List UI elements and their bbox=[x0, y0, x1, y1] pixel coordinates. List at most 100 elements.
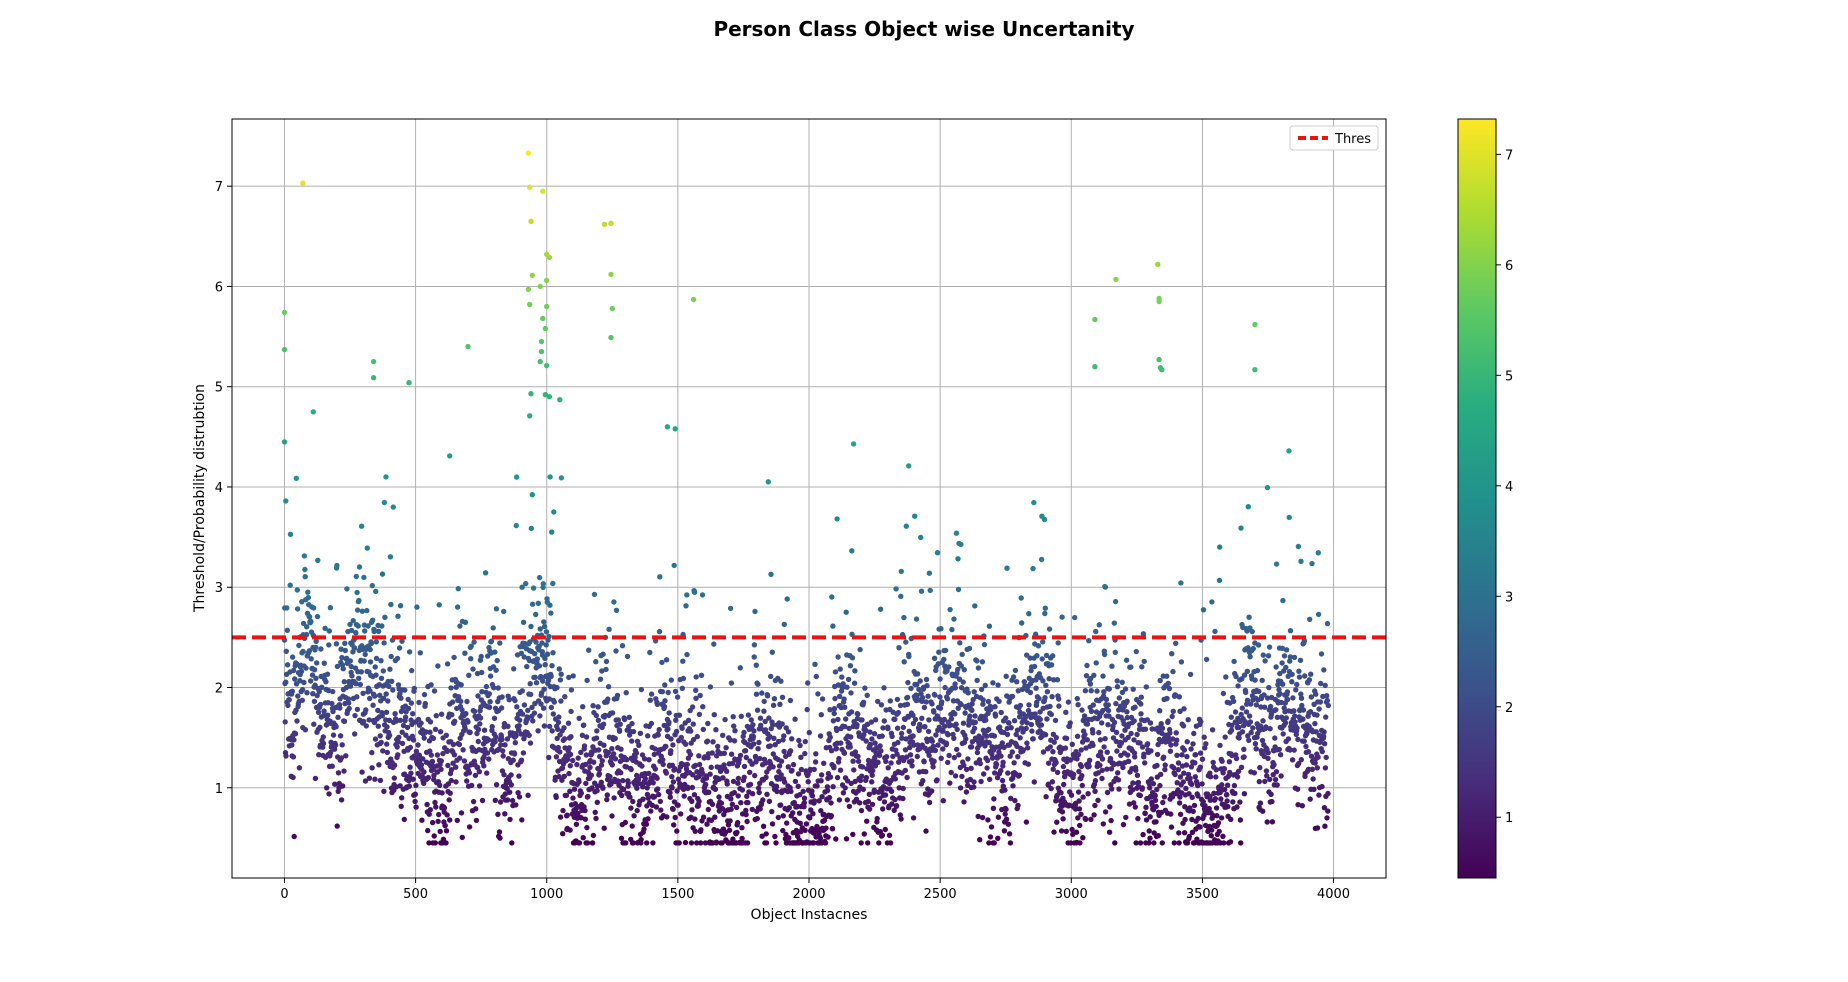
data-point bbox=[680, 658, 686, 664]
data-point bbox=[1305, 766, 1312, 772]
data-point bbox=[881, 718, 887, 724]
data-point bbox=[1237, 817, 1244, 823]
data-point bbox=[839, 674, 845, 680]
data-point bbox=[727, 605, 734, 612]
data-point bbox=[915, 742, 921, 748]
data-point bbox=[707, 684, 714, 690]
data-point bbox=[1131, 800, 1137, 806]
data-point bbox=[972, 603, 978, 609]
data-point bbox=[1146, 828, 1152, 834]
data-point bbox=[924, 736, 930, 742]
data-point bbox=[845, 739, 851, 746]
data-point bbox=[1238, 764, 1245, 770]
data-point bbox=[397, 717, 404, 723]
data-point bbox=[551, 509, 557, 515]
data-point bbox=[971, 689, 977, 695]
data-point bbox=[730, 836, 736, 842]
data-point bbox=[859, 717, 865, 723]
data-point bbox=[557, 397, 563, 403]
data-point bbox=[952, 685, 958, 691]
data-point bbox=[525, 792, 531, 798]
data-point bbox=[956, 676, 963, 682]
data-point bbox=[683, 766, 690, 772]
data-point bbox=[928, 699, 934, 705]
data-point bbox=[653, 696, 659, 702]
data-point bbox=[655, 786, 661, 792]
data-point bbox=[671, 822, 677, 828]
data-point bbox=[367, 659, 374, 665]
data-point bbox=[492, 649, 498, 655]
data-point bbox=[838, 740, 844, 746]
data-point bbox=[631, 813, 637, 819]
data-point bbox=[595, 717, 602, 723]
data-point bbox=[450, 760, 456, 766]
data-point bbox=[427, 729, 433, 735]
data-point bbox=[281, 439, 288, 445]
data-point bbox=[1042, 605, 1049, 611]
data-point bbox=[706, 817, 712, 823]
data-point bbox=[555, 744, 561, 751]
data-point bbox=[486, 756, 492, 762]
data-point bbox=[425, 774, 432, 781]
data-point bbox=[887, 706, 893, 713]
data-point bbox=[1049, 756, 1055, 762]
data-point bbox=[1064, 769, 1071, 775]
data-point bbox=[840, 790, 847, 796]
data-point bbox=[865, 798, 871, 805]
data-point bbox=[364, 668, 370, 675]
data-point bbox=[379, 710, 385, 716]
data-point bbox=[481, 735, 487, 741]
data-point bbox=[1265, 653, 1272, 659]
data-point bbox=[760, 797, 766, 803]
data-point bbox=[593, 735, 600, 741]
data-point bbox=[1089, 740, 1095, 746]
data-point bbox=[367, 695, 373, 702]
data-point bbox=[826, 812, 832, 818]
data-point bbox=[954, 726, 960, 733]
data-point bbox=[908, 685, 914, 692]
data-point bbox=[300, 620, 307, 627]
data-point bbox=[707, 839, 713, 845]
data-point bbox=[508, 772, 514, 778]
data-point bbox=[518, 650, 524, 656]
data-point bbox=[573, 821, 580, 827]
data-point bbox=[1102, 736, 1108, 742]
data-point bbox=[1054, 819, 1060, 825]
data-point bbox=[542, 392, 549, 398]
data-point bbox=[584, 824, 590, 831]
data-point bbox=[682, 839, 689, 846]
data-point bbox=[578, 801, 585, 808]
data-point bbox=[489, 681, 496, 688]
data-point bbox=[1160, 673, 1167, 679]
data-point bbox=[1187, 671, 1194, 678]
data-point bbox=[793, 827, 800, 834]
data-point bbox=[744, 818, 750, 825]
data-point bbox=[926, 717, 932, 723]
data-point bbox=[696, 711, 703, 718]
data-point bbox=[1002, 805, 1009, 812]
data-point bbox=[1224, 798, 1230, 804]
data-point bbox=[1241, 672, 1248, 678]
data-point bbox=[1318, 680, 1324, 687]
data-point bbox=[609, 710, 616, 716]
data-point bbox=[941, 716, 947, 723]
data-point bbox=[479, 797, 486, 804]
data-point bbox=[573, 838, 579, 844]
data-point bbox=[1168, 824, 1175, 830]
data-point bbox=[971, 725, 978, 732]
data-point bbox=[980, 727, 987, 733]
data-point bbox=[1199, 756, 1206, 762]
data-point bbox=[956, 752, 962, 758]
data-point bbox=[377, 777, 384, 784]
data-point bbox=[1171, 770, 1177, 776]
data-point bbox=[1067, 720, 1073, 726]
data-point bbox=[396, 645, 403, 651]
data-point bbox=[1246, 713, 1253, 719]
data-point bbox=[690, 721, 696, 727]
data-point bbox=[590, 744, 596, 750]
data-point bbox=[1044, 716, 1050, 722]
data-point bbox=[308, 678, 314, 684]
data-point bbox=[1252, 321, 1258, 328]
data-point bbox=[590, 703, 596, 709]
data-point bbox=[515, 790, 521, 796]
